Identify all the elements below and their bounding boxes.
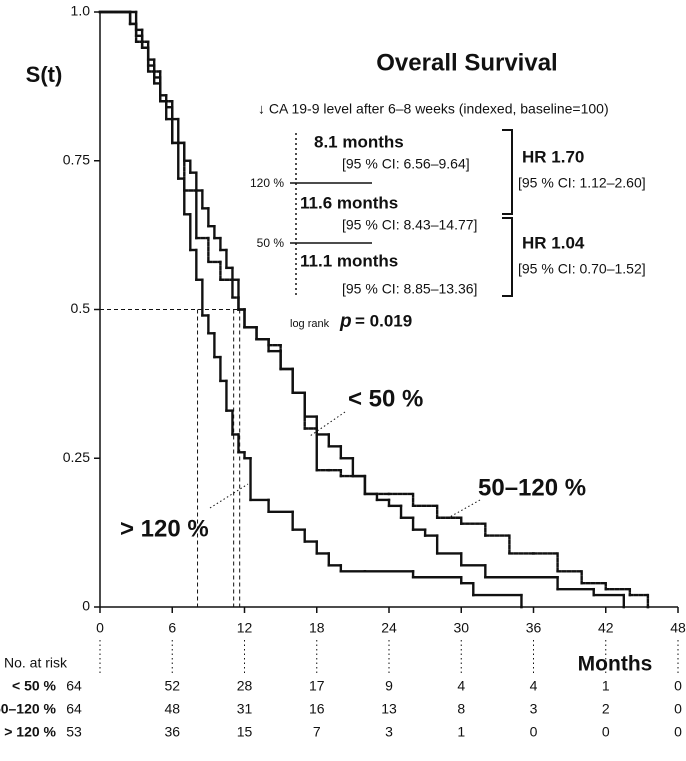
x-tick-label: 0 [96, 620, 104, 636]
at-risk-count: 4 [530, 678, 538, 694]
at-risk-label: 50–120 % [0, 701, 57, 717]
x-tick-label: 6 [168, 620, 176, 636]
at-risk-count: 0 [674, 701, 682, 717]
at-risk-count: 13 [381, 701, 397, 717]
at-risk-label: < 50 % [12, 678, 57, 694]
leader-line [309, 411, 346, 437]
at-risk-count: 0 [602, 724, 610, 740]
x-axis-label: Months [578, 653, 653, 676]
at-risk-count: 4 [457, 678, 465, 694]
series-label: 50–120 % [478, 474, 586, 501]
at-risk-count: 0 [674, 678, 682, 694]
at-risk-title: No. at risk [4, 655, 68, 671]
series-label: > 120 % [120, 515, 209, 542]
at-risk-count: 36 [164, 724, 180, 740]
at-risk-count: 2 [602, 701, 610, 717]
median-ci: [95 % CI: 8.85–13.36] [342, 281, 477, 297]
y-tick-label: 0.5 [71, 300, 91, 316]
log-rank-label: log rank [290, 318, 330, 330]
at-risk-count: 64 [66, 701, 82, 717]
hr-bracket [502, 129, 513, 297]
median-text: 11.6 months [300, 193, 398, 212]
at-risk-count: 53 [66, 724, 82, 740]
at-risk-count: 64 [66, 678, 82, 694]
at-risk-count: 52 [164, 678, 180, 694]
chart-title: Overall Survival [376, 49, 557, 76]
subtitle: ↓ CA 19-9 level after 6–8 weeks (indexed… [258, 101, 609, 117]
median-ci: [95 % CI: 6.56–9.64] [342, 156, 470, 172]
at-risk-count: 15 [237, 724, 253, 740]
series-label: < 50 % [348, 385, 423, 412]
hr-text: HR 1.04 [522, 233, 585, 252]
leader-line [447, 499, 481, 519]
cutoff-label: 120 % [250, 176, 284, 190]
x-tick-label: 48 [670, 620, 686, 636]
x-tick-label: 42 [598, 620, 614, 636]
at-risk-count: 3 [385, 724, 393, 740]
at-risk-count: 16 [309, 701, 325, 717]
hr-ci: [95 % CI: 1.12–2.60] [518, 175, 646, 191]
log-rank-p: p [339, 311, 352, 332]
at-risk-count: 48 [164, 701, 180, 717]
at-risk-count: 17 [309, 678, 325, 694]
x-tick-label: 24 [381, 620, 397, 636]
log-rank-value: = 0.019 [355, 311, 412, 330]
hr-ci: [95 % CI: 0.70–1.52] [518, 261, 646, 277]
hr-text: HR 1.70 [522, 147, 584, 166]
cutoff-label: 50 % [257, 236, 285, 250]
x-tick-label: 18 [309, 620, 325, 636]
at-risk-count: 28 [237, 678, 253, 694]
at-risk-count: 31 [237, 701, 253, 717]
y-tick-label: 1.0 [71, 3, 91, 19]
x-tick-label: 12 [237, 620, 253, 636]
at-risk-count: 3 [530, 701, 538, 717]
at-risk-count: 1 [602, 678, 610, 694]
median-ci: [95 % CI: 8.43–14.77] [342, 217, 477, 233]
at-risk-count: 8 [457, 701, 465, 717]
leader-line [209, 483, 249, 509]
y-tick-label: 0.25 [63, 449, 90, 465]
median-text: 11.1 months [300, 251, 398, 270]
at-risk-count: 9 [385, 678, 393, 694]
at-risk-count: 0 [530, 724, 538, 740]
y-tick-label: 0.75 [63, 151, 90, 167]
y-tick-label: 0 [82, 598, 90, 614]
at-risk-count: 1 [457, 724, 465, 740]
at-risk-count: 0 [674, 724, 682, 740]
at-risk-count: 7 [313, 724, 321, 740]
x-tick-label: 36 [526, 620, 542, 636]
x-tick-label: 30 [453, 620, 469, 636]
at-risk-label: > 120 % [4, 724, 56, 740]
y-axis-label: S(t) [26, 62, 63, 87]
median-text: 8.1 months [314, 132, 404, 151]
